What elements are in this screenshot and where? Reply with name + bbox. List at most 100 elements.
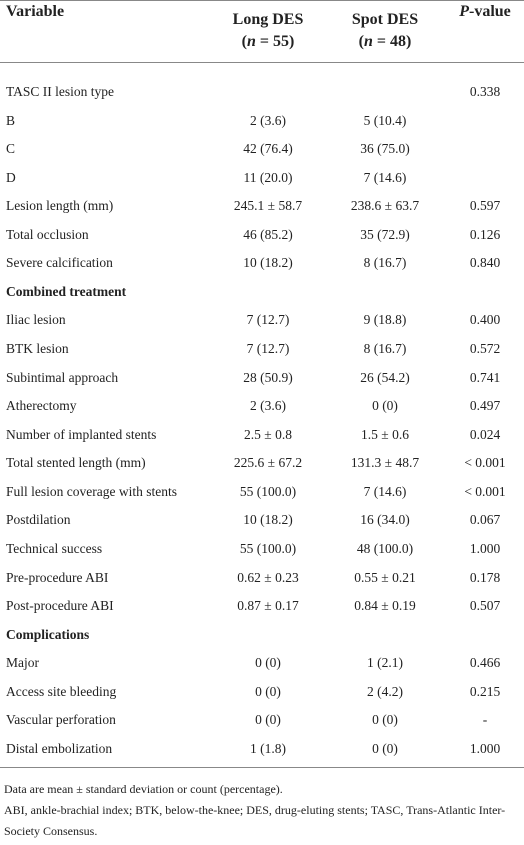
cell-value: 55 (100.0) [239,540,297,556]
cell-value: 36 (75.0) [360,141,410,157]
cell-value: 11 (20.0) [243,169,293,185]
cell-value: 8 (16.7) [363,341,407,357]
footnote: ABI, ankle-brachial index; BTK, below-th… [4,803,506,838]
row-label: Atherectomy [6,398,77,414]
cell-value: 2 (4.2) [367,683,403,699]
cell-value: 48 (100.0) [356,540,414,556]
cell-value: 2 (3.6) [250,112,286,128]
cell-value: 0.55 ± 0.21 [354,569,416,585]
cell-value: 0 (0) [372,740,398,756]
row-label: Total occlusion [6,226,89,242]
cell-value: 0 (0) [255,683,281,699]
cell-value: 131.3 ± 48.7 [350,455,420,471]
cell-value: < 0.001 [464,483,506,499]
row-label: Severe calcification [6,255,113,271]
cell-value: 0 (0) [255,655,281,671]
cell-value: 0.497 [469,398,501,414]
cell-value: 0 (0) [372,712,398,728]
cell-value: 7 (14.6) [363,483,407,499]
row-label: Vascular perforation [6,712,116,728]
cell-value: 1.000 [469,540,501,556]
cell-value: 7 (12.7) [246,312,290,328]
cell-value: 0.84 ± 0.19 [354,598,416,614]
cell-value: 55 (100.0) [239,483,297,499]
cell-value: 1 (2.1) [367,655,403,671]
row-label: Postdilation [6,512,71,528]
cell-value: 0.840 [469,255,501,271]
cell-value: 7 (12.7) [246,341,290,357]
cell-value: 0.215 [469,683,501,699]
header-rule [0,62,524,63]
cell-value: 28 (50.9) [243,369,293,385]
header-part: P [459,3,469,20]
cell-value: 0.507 [469,598,501,614]
header-part: -value [469,3,511,20]
row-label: BTK lesion [6,341,69,357]
row-label: Subintimal approach [6,369,119,385]
row-label: Post-procedure ABI [6,598,114,614]
row-label: Major [6,655,39,671]
footnote: Data are mean ± standard deviation or co… [4,782,283,796]
column-header: Variable [6,1,64,23]
cell-value: 0.400 [469,312,501,328]
cell-value: 0.87 ± 0.17 [237,598,299,614]
row-label: Iliac lesion [6,312,66,328]
cell-value: 7 (14.6) [363,169,407,185]
cell-value: 9 (18.8) [363,312,407,328]
row-label: Technical success [6,540,103,556]
header-part: n [246,33,256,50]
cell-value: 0.067 [469,512,501,528]
cell-value: 10 (18.2) [243,255,293,271]
cell-value: 0.597 [469,198,501,214]
cell-value: 0 (0) [372,398,398,414]
cell-value: - [482,712,488,728]
cell-value: 0.178 [469,569,501,585]
cell-value: 0.741 [469,369,501,385]
cell-value: 0.62 ± 0.23 [237,569,299,585]
row-label: Lesion length (mm) [6,198,114,214]
header-part: = 48) [372,33,412,50]
section-label: Complications [6,626,90,642]
header-part: ( [358,33,364,50]
top-rule [0,0,524,1]
cell-value: 5 (10.4) [363,112,407,128]
row-label: B [6,112,16,128]
row-label: Full lesion coverage with stents [6,483,177,499]
cell-value: 238.6 ± 63.7 [350,198,420,214]
row-label: Access site bleeding [6,683,117,699]
cell-value: 2.5 ± 0.8 [244,426,292,442]
cell-value: 0.338 [469,84,501,99]
header-title: Spot DES [351,11,419,28]
cell-value: 1.5 ± 0.6 [361,426,409,442]
cell-value: 16 (34.0) [360,512,410,528]
header-subtitle: (n = 48) [352,31,418,53]
cell-value: 10 (18.2) [243,512,293,528]
header-part: = 55) [255,33,295,50]
cell-value: 0.126 [469,226,501,242]
header-title: Variable [6,3,65,20]
column-header: P-value [459,1,511,23]
row-label: Pre-procedure ABI [6,569,109,585]
row-label: D [6,169,16,185]
cell-value: 35 (72.9) [360,226,410,242]
header-part: ( [241,33,247,50]
cell-value: 8 (16.7) [363,255,407,271]
cell-value: 0.024 [469,426,501,442]
cell-value: 42 (76.4) [243,141,293,157]
row-label: Number of implanted stents [6,426,157,442]
cell-value: 1 (1.8) [250,740,286,756]
header-title: Long DES [232,11,304,28]
cell-value: 0.466 [469,655,501,671]
cell-value: 2 (3.6) [250,398,286,414]
row-label: Total stented length (mm) [6,455,146,471]
cell-value: 46 (85.2) [243,226,293,242]
row-label: Distal embolization [6,740,113,756]
cell-value: 0.572 [469,341,501,357]
cell-value: 1.000 [469,740,501,756]
column-header: Spot DES (n = 48) [352,9,418,53]
row-label: C [6,141,16,157]
cell-value: 245.1 ± 58.7 [233,198,303,214]
section-label: Combined treatment [6,283,127,299]
bottom-rule [0,767,524,768]
